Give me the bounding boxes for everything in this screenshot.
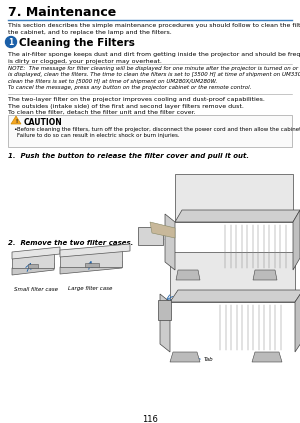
Polygon shape <box>252 352 282 362</box>
Text: Tab: Tab <box>176 292 186 297</box>
Text: !: ! <box>15 119 17 124</box>
Text: The air-filter sponge keeps dust and dirt from getting inside the projector and : The air-filter sponge keeps dust and dir… <box>8 52 300 63</box>
Polygon shape <box>165 214 175 270</box>
Text: This section describes the simple maintenance procedures you should follow to cl: This section describes the simple mainte… <box>8 23 300 35</box>
FancyBboxPatch shape <box>175 174 293 222</box>
Polygon shape <box>60 244 130 257</box>
FancyBboxPatch shape <box>28 264 38 268</box>
Text: Tab: Tab <box>204 357 214 362</box>
Text: 1.  Push the button to release the filter cover and pull it out.: 1. Push the button to release the filter… <box>8 153 249 159</box>
Text: 7. Maintenance: 7. Maintenance <box>8 6 116 19</box>
FancyBboxPatch shape <box>12 252 54 268</box>
Polygon shape <box>293 210 300 270</box>
Polygon shape <box>170 352 200 362</box>
Text: Large filter case: Large filter case <box>68 286 112 291</box>
Polygon shape <box>12 263 54 275</box>
Text: •: • <box>13 127 17 132</box>
Polygon shape <box>160 294 170 352</box>
Polygon shape <box>175 210 300 222</box>
Text: CAUTION: CAUTION <box>24 118 63 127</box>
FancyBboxPatch shape <box>85 263 99 267</box>
Text: 2.  Remove the two filter cases.: 2. Remove the two filter cases. <box>8 240 133 246</box>
Polygon shape <box>170 290 300 302</box>
Text: 1: 1 <box>8 38 14 47</box>
FancyBboxPatch shape <box>138 227 163 245</box>
FancyBboxPatch shape <box>8 115 292 147</box>
Polygon shape <box>295 290 300 352</box>
Text: Before cleaning the filters, turn off the projector, disconnect the power cord a: Before cleaning the filters, turn off th… <box>17 127 300 138</box>
Text: NOTE:  The message for filter cleaning will be displayed for one minute after th: NOTE: The message for filter cleaning wi… <box>8 66 300 90</box>
Text: Button: Button <box>165 253 183 258</box>
Polygon shape <box>176 270 200 280</box>
Text: Small filter case: Small filter case <box>14 287 58 292</box>
Polygon shape <box>12 247 60 259</box>
FancyBboxPatch shape <box>60 250 122 267</box>
Polygon shape <box>60 261 122 274</box>
FancyBboxPatch shape <box>158 300 171 320</box>
Polygon shape <box>253 270 277 280</box>
FancyBboxPatch shape <box>170 252 295 302</box>
Circle shape <box>5 36 16 47</box>
Polygon shape <box>11 116 21 124</box>
Text: Cleaning the Filters: Cleaning the Filters <box>19 38 135 48</box>
Polygon shape <box>150 222 175 238</box>
Text: The two-layer filter on the projector improves cooling and dust-proof capabiliti: The two-layer filter on the projector im… <box>8 97 265 115</box>
Text: 116: 116 <box>142 415 158 423</box>
